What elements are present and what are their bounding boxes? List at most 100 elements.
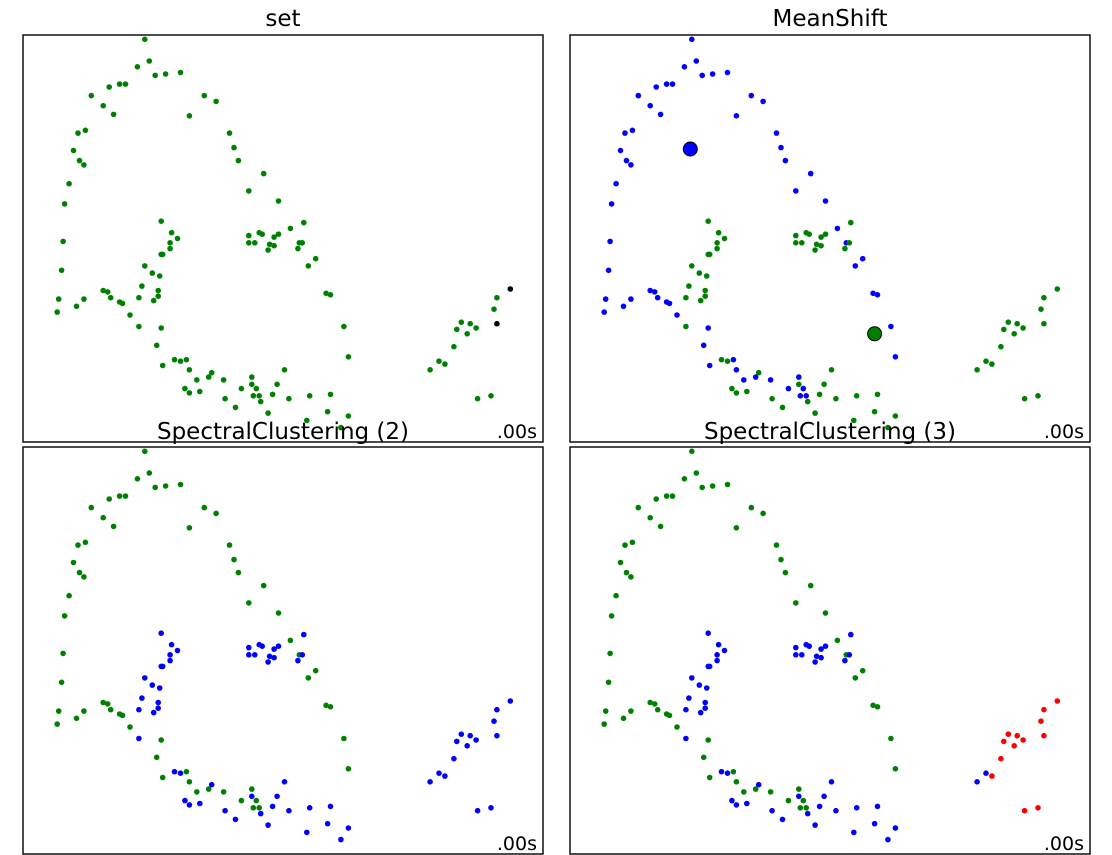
data-point — [683, 706, 689, 713]
data-point — [793, 600, 799, 606]
data-point — [306, 393, 313, 399]
data-point — [785, 797, 792, 804]
data-point — [213, 510, 219, 517]
data-point — [136, 706, 142, 713]
data-point — [635, 92, 642, 99]
data-point — [706, 663, 713, 670]
data-point — [249, 374, 255, 380]
data-point — [974, 779, 980, 785]
data-point — [613, 592, 619, 599]
data-point — [702, 699, 708, 706]
data-point — [88, 504, 95, 511]
data-point — [238, 797, 245, 804]
data-point — [100, 699, 106, 706]
data-point — [305, 263, 312, 269]
data-point — [693, 470, 700, 476]
data-point — [833, 395, 839, 402]
data-point — [874, 803, 881, 810]
data-point — [620, 715, 627, 722]
data-point — [274, 381, 280, 388]
data-point — [601, 309, 607, 315]
data-point — [647, 699, 653, 706]
data-point — [617, 559, 624, 566]
data-point — [174, 235, 181, 242]
data-point — [828, 779, 835, 785]
data-point — [104, 701, 111, 707]
data-point — [467, 732, 474, 739]
data-point — [139, 283, 145, 289]
data-point — [730, 768, 737, 775]
data-point — [871, 820, 878, 827]
data-point — [617, 147, 624, 154]
data-point — [1041, 732, 1047, 739]
data-point — [324, 820, 331, 827]
data-point — [799, 240, 805, 246]
data-point — [651, 701, 658, 707]
data-point — [110, 111, 117, 118]
data-point — [122, 81, 129, 87]
data-point — [467, 320, 474, 327]
data-point — [607, 650, 613, 657]
data-point — [885, 424, 891, 431]
data-point — [842, 245, 848, 252]
data-point — [689, 36, 695, 43]
data-point — [119, 300, 126, 307]
data-point — [888, 323, 894, 330]
data-point — [54, 309, 60, 315]
data-point — [714, 657, 720, 664]
data-point — [142, 448, 148, 455]
data-point — [702, 287, 708, 294]
data-point — [257, 398, 264, 405]
data-point — [693, 58, 700, 64]
data-point — [158, 218, 164, 224]
data-point — [494, 732, 500, 739]
data-point — [755, 369, 762, 376]
data-point — [271, 242, 277, 249]
data-point — [177, 481, 184, 488]
data-point — [681, 64, 688, 70]
data-point — [755, 781, 762, 788]
data-point — [458, 319, 465, 326]
data-point — [158, 737, 164, 743]
data-point — [226, 542, 233, 548]
data-point — [167, 240, 173, 246]
data-point — [705, 218, 711, 224]
data-point — [1014, 320, 1020, 327]
data-point — [162, 483, 169, 489]
data-point — [454, 738, 460, 745]
data-point — [286, 395, 292, 402]
data-point — [82, 127, 89, 134]
panel-spectral-2: SpectralClustering (2) .00s — [22, 419, 544, 855]
data-point — [622, 542, 628, 548]
data-point — [257, 810, 264, 817]
data-point — [1014, 732, 1020, 739]
data-point — [605, 679, 612, 686]
data-point — [54, 721, 60, 727]
panel-title: SpectralClustering (3) — [704, 419, 956, 445]
data-point — [494, 320, 500, 327]
data-point — [741, 377, 747, 383]
data-point — [657, 111, 664, 118]
data-point — [848, 219, 854, 226]
data-point — [70, 147, 77, 154]
data-point — [167, 652, 173, 658]
data-point — [119, 712, 126, 719]
data-point — [773, 542, 780, 548]
data-point — [828, 367, 835, 373]
data-point — [741, 789, 747, 795]
data-point — [250, 393, 257, 399]
data-point — [1041, 706, 1047, 713]
data-point — [116, 81, 123, 87]
data-point — [253, 385, 260, 392]
data-point — [1001, 738, 1007, 745]
data-point — [718, 356, 725, 363]
data-point — [142, 36, 148, 43]
data-point — [451, 343, 457, 350]
data-point — [81, 708, 87, 714]
data-point — [182, 797, 188, 804]
data-point — [197, 800, 203, 807]
data-point — [61, 201, 68, 207]
data-point — [699, 72, 705, 79]
data-point — [1001, 326, 1007, 333]
data-point — [697, 297, 704, 304]
